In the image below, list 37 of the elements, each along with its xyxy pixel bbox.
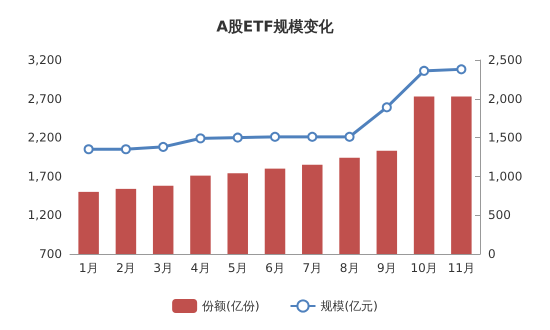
y-tick-label: 2,200 [28,130,62,145]
point [158,142,168,152]
point [195,133,206,144]
x-tick-label: 2月 [116,261,136,275]
point [419,66,430,76]
y-tick-label: 700 [39,247,62,261]
x-tick-label: 4月 [190,261,210,275]
legend-label: 份额(亿份) [202,299,260,313]
x-tick-label: 6月 [265,261,285,275]
point [456,64,466,74]
y2-tick-label: 2,500 [488,53,522,67]
point [232,132,243,143]
y2-tick-label: 1,500 [488,130,522,145]
y2-tick-label: 2,000 [488,92,522,106]
y2-tick-label: 500 [488,208,511,222]
x-tick-label: 10月 [410,261,438,275]
x-tick-label: 7月 [302,261,322,275]
legend-label: 规模(亿元) [320,299,378,313]
y2-tick-label: 0 [488,247,496,261]
point [120,144,131,154]
y-tick-label: 2,700 [28,92,62,106]
x-tick-label: 3月 [153,261,173,275]
y-tick-label: 3,200 [28,53,62,67]
x-tick-label: 5月 [228,261,248,275]
y-tick-label: 1,700 [28,169,62,184]
x-tick-label: 8月 [340,261,360,275]
point [84,144,94,154]
point [307,132,318,142]
y2-tick-label: 1,000 [488,169,522,184]
point [344,132,355,142]
x-tick-label: 9月 [377,261,397,275]
chart-title: A股ETF规模变化 [216,18,335,36]
point [270,132,280,142]
y-tick-label: 1,200 [28,208,62,222]
x-tick-label: 1月 [78,261,98,275]
point [382,102,392,112]
x-tick-label: 11月 [448,261,476,275]
